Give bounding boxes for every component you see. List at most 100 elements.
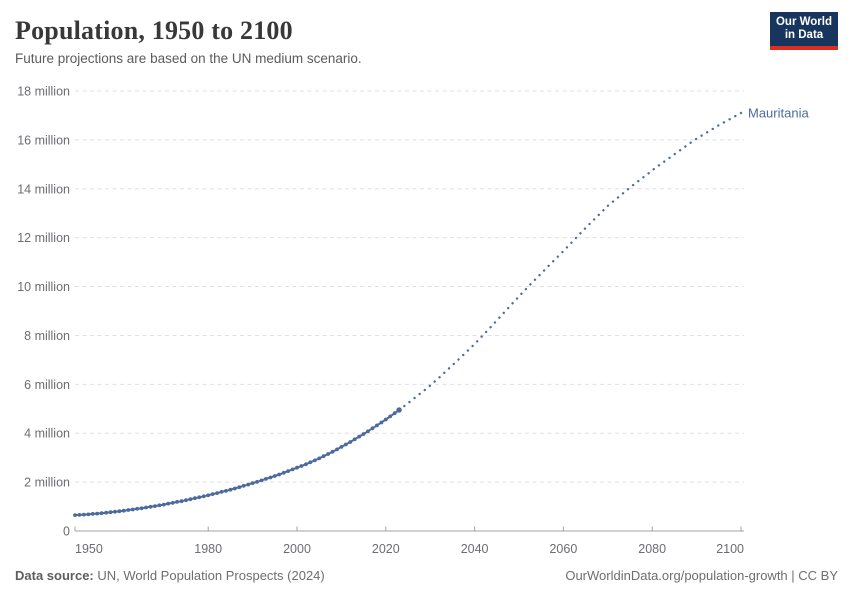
data-point-marker — [153, 504, 157, 508]
x-axis-tick-label: 2020 — [372, 542, 400, 556]
data-point-marker — [264, 477, 268, 481]
data-point-marker — [317, 456, 322, 461]
data-point-marker — [366, 429, 370, 434]
data-point-marker — [188, 497, 193, 502]
data-point-marker — [326, 452, 330, 456]
data-point-marker — [250, 481, 255, 485]
page-title: Population, 1950 to 2100 — [15, 16, 293, 45]
data-point-marker — [193, 496, 197, 501]
data-point-marker — [197, 495, 202, 500]
y-axis-tick-label: 14 million — [17, 182, 70, 196]
data-point-marker — [268, 475, 273, 480]
data-point-marker — [277, 472, 282, 477]
data-point-marker — [179, 499, 184, 504]
data-point-marker — [237, 485, 242, 490]
data-point-marker — [361, 432, 366, 436]
data-point-marker — [135, 506, 140, 511]
data-point-marker — [312, 458, 317, 463]
x-axis-tick-label: 2000 — [283, 542, 311, 556]
data-point-marker — [90, 512, 95, 516]
data-point-marker — [370, 426, 375, 431]
data-point-marker — [379, 420, 384, 425]
entity-end-label: Mauritania — [748, 106, 809, 121]
data-point-marker — [82, 512, 86, 517]
projection-dotted-line — [397, 111, 743, 412]
data-point-marker — [348, 440, 353, 444]
data-point-marker — [228, 487, 233, 492]
y-axis-tick-label: 10 million — [17, 280, 70, 294]
x-axis-tick-label: 2040 — [461, 542, 489, 556]
x-axis-tick-label: 2060 — [549, 542, 577, 556]
data-point-marker — [73, 513, 77, 517]
data-point-marker — [126, 508, 131, 512]
owid-logo-line1: Our World — [775, 16, 832, 28]
y-axis-tick-label: 2 million — [24, 476, 70, 490]
data-point-marker — [259, 478, 264, 483]
data-point-marker — [170, 501, 175, 505]
data-point-marker — [139, 506, 144, 511]
data-point-marker — [286, 469, 290, 473]
data-source-text: UN, World Population Prospects (2024) — [93, 568, 325, 583]
data-point-marker — [108, 510, 113, 515]
data-point-marker — [206, 493, 211, 498]
data-point-marker — [246, 482, 251, 487]
data-point-marker — [392, 411, 397, 416]
x-axis-tick-label: 1950 — [75, 542, 103, 556]
data-point-marker — [272, 474, 277, 478]
data-point-marker — [224, 489, 228, 493]
data-point-marker — [113, 509, 117, 514]
data-point-marker — [184, 498, 188, 503]
data-point-marker — [201, 494, 206, 499]
owid-logo-line2: in Data — [784, 29, 824, 41]
y-axis-tick-label: 12 million — [17, 231, 70, 245]
data-point-marker — [375, 423, 379, 428]
data-point-marker — [255, 480, 259, 484]
data-point-marker — [304, 462, 308, 467]
data-point-marker — [104, 510, 108, 515]
y-axis-tick-label: 16 million — [17, 133, 70, 147]
x-axis-tick-label: 1980 — [194, 542, 222, 556]
data-point-marker — [77, 513, 82, 517]
data-point-marker — [388, 414, 393, 419]
data-point-marker — [335, 447, 339, 452]
y-axis-tick-label: 6 million — [24, 378, 70, 392]
owid-logo[interactable]: Our World in Data — [770, 12, 838, 50]
data-point-marker — [117, 509, 122, 514]
data-point-marker — [281, 470, 286, 475]
y-axis-tick-label: 0 — [63, 525, 70, 539]
data-point-marker — [166, 501, 171, 506]
y-axis-tick-label: 8 million — [24, 329, 70, 343]
data-point-marker — [86, 512, 91, 517]
data-point-marker — [148, 504, 153, 509]
data-point-marker — [161, 502, 166, 507]
data-point-marker — [219, 490, 224, 494]
data-point-marker — [99, 511, 104, 516]
x-axis-tick-label: 2100 — [716, 542, 744, 556]
data-source-label: Data source: — [15, 568, 94, 583]
data-point-marker — [241, 483, 246, 488]
data-point-marker — [308, 460, 313, 465]
data-point-marker — [144, 505, 148, 510]
data-point-marker — [299, 464, 304, 468]
chart-footer: Data source: UN, World Population Prospe… — [15, 568, 838, 583]
data-point-marker — [130, 507, 135, 512]
data-point-marker — [330, 449, 335, 454]
data-point-marker — [383, 417, 388, 422]
data-point-marker — [339, 445, 344, 449]
data-point-marker — [352, 437, 357, 442]
data-point-marker — [290, 467, 295, 472]
y-axis-tick-label: 18 million — [17, 85, 70, 99]
chart-subtitle: Future projections are based on the UN m… — [15, 51, 362, 66]
data-point-marker — [121, 508, 126, 513]
data-point-marker — [95, 511, 100, 516]
data-source-note: Data source: UN, World Population Prospe… — [15, 568, 325, 583]
data-point-marker — [357, 434, 362, 439]
owid-url-license[interactable]: OurWorldinData.org/population-growth | C… — [565, 568, 838, 583]
data-point-marker — [215, 491, 220, 495]
y-axis-tick-label: 4 million — [24, 427, 70, 441]
data-point-marker — [295, 465, 299, 470]
x-axis-tick-label: 2080 — [638, 542, 666, 556]
data-point-marker — [343, 442, 348, 447]
